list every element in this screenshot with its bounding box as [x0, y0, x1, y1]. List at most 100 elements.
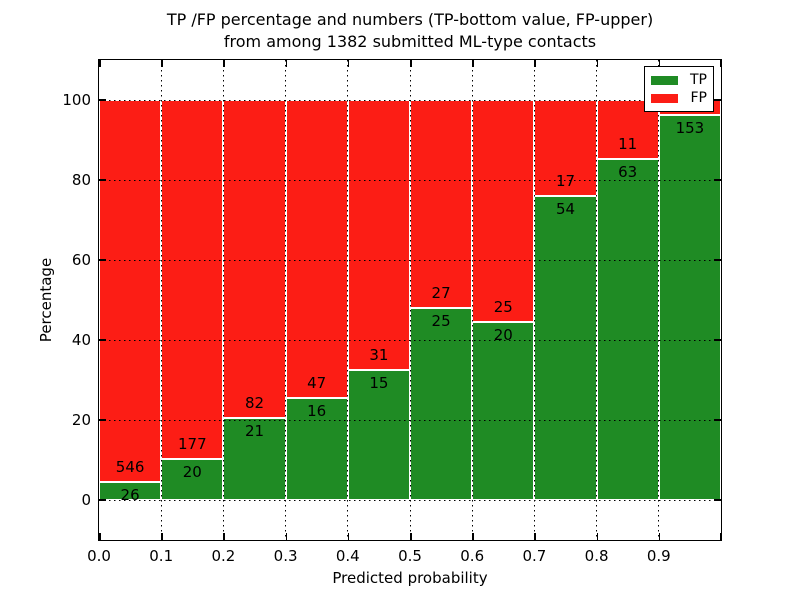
- x-tick-label: 0.1: [149, 547, 174, 565]
- y-tick-label: 20: [71, 411, 91, 429]
- y-tick-mark-right: [714, 179, 721, 181]
- tp-count-label: 26: [120, 485, 140, 504]
- bar-segment-fp: [223, 100, 286, 419]
- vertical-gridline: [596, 60, 598, 540]
- chart-title-line1: TP /FP percentage and numbers (TP-bottom…: [166, 10, 654, 29]
- tp-count-label: 15: [369, 373, 389, 392]
- y-tick-mark: [99, 499, 106, 501]
- fp-count-label: 17: [555, 171, 576, 190]
- x-tick-mark: [534, 533, 536, 540]
- vertical-gridline: [285, 60, 287, 540]
- tp-legend-swatch: [651, 75, 678, 85]
- vertical-gridline: [658, 60, 660, 540]
- vertical-gridline: [160, 60, 162, 540]
- legend-item-label: FP: [690, 90, 708, 106]
- x-tick-mark: [596, 533, 599, 540]
- x-tick-mark: [719, 533, 721, 540]
- x-tick-label: 0.0: [87, 547, 111, 565]
- x-tick-mark-top: [596, 60, 599, 67]
- x-tick-mark: [347, 533, 350, 540]
- fp-count-label: 177: [177, 435, 207, 454]
- bar-segment-fp: [161, 100, 224, 460]
- tp-count-label: 153: [675, 119, 705, 138]
- legend-item: FP: [651, 89, 707, 107]
- tp-count-label: 21: [244, 422, 265, 441]
- horizontal-gridline: [99, 420, 721, 421]
- horizontal-gridline: [99, 260, 721, 261]
- bar-segment-fp: [410, 100, 473, 308]
- x-tick-mark: [472, 533, 474, 540]
- legend-item-label: TP: [690, 72, 707, 88]
- bar-segment-tp: [99, 481, 162, 500]
- y-tick-mark-right: [714, 339, 721, 341]
- y-tick-mark: [99, 419, 106, 421]
- bar-segment-tp: [534, 195, 597, 500]
- horizontal-gridline: [99, 180, 721, 181]
- x-tick-mark: [658, 533, 661, 540]
- fp-count-label: 47: [307, 374, 327, 393]
- x-tick-label: 0.8: [584, 547, 609, 565]
- x-tick-mark-top: [472, 60, 474, 67]
- x-tick-label: 0.2: [211, 547, 236, 565]
- bar-segment-fp: [99, 100, 162, 482]
- tp-count-label: 25: [431, 311, 451, 330]
- fp-count-label: 546: [115, 457, 145, 476]
- x-tick-mark-top: [719, 60, 721, 67]
- fp-count-label: 82: [244, 394, 265, 413]
- x-tick-mark-top: [658, 60, 661, 67]
- x-tick-label: 0.9: [646, 547, 671, 565]
- x-tick-mark: [223, 533, 225, 540]
- x-tick-mark: [99, 533, 101, 540]
- chart-title-line2: from among 1382 submitted ML-type contac…: [223, 32, 597, 51]
- x-axis-label: Predicted probability: [332, 569, 488, 587]
- x-tick-mark-top: [285, 60, 288, 67]
- legend: TP FP: [644, 66, 714, 112]
- x-tick-mark-top: [223, 60, 225, 67]
- y-tick-label: 0: [81, 491, 91, 509]
- horizontal-gridline: [99, 100, 721, 101]
- bar-segment-fp: [347, 100, 410, 370]
- x-tick-label: 0.4: [335, 547, 360, 565]
- plot-area: 546 26 177 20 82 21 47 16 31 15 27 25 25 20 17 54 11 63 15…: [98, 59, 722, 541]
- y-tick-label: 100: [62, 91, 91, 109]
- y-tick-mark-right: [714, 99, 721, 101]
- y-tick-mark: [99, 179, 106, 181]
- y-tick-mark-right: [714, 259, 721, 261]
- bar-segment-tp: [285, 398, 348, 500]
- legend-item: TP: [651, 71, 707, 89]
- x-tick-mark-top: [534, 60, 536, 67]
- tp-count-label: 54: [555, 199, 576, 218]
- tp-count-label: 63: [618, 163, 638, 182]
- x-tick-mark-top: [99, 60, 101, 67]
- y-tick-label: 40: [71, 331, 91, 349]
- x-tick-label: 0.5: [398, 547, 422, 565]
- vertical-gridline: [409, 60, 411, 540]
- horizontal-gridline: [99, 340, 721, 341]
- y-tick-label: 80: [71, 171, 91, 189]
- bar-segment-tp: [596, 159, 659, 500]
- tp-count-label: 16: [307, 402, 327, 421]
- vertical-gridline: [533, 60, 535, 540]
- fp-count-label: 31: [369, 345, 389, 364]
- vertical-gridline: [347, 60, 349, 540]
- bar-segment-tp: [472, 322, 535, 500]
- y-tick-mark-right: [714, 419, 721, 421]
- bar-segment-tp: [161, 459, 224, 500]
- bar-segment-fp: [472, 100, 535, 323]
- horizontal-gridline: [99, 500, 721, 501]
- y-tick-mark: [99, 99, 106, 101]
- x-tick-label: 0.7: [522, 547, 547, 565]
- fp-count-label: 25: [493, 298, 513, 317]
- x-tick-mark-top: [161, 60, 163, 67]
- bar-segment-tp: [347, 369, 410, 500]
- vertical-gridline: [471, 60, 473, 540]
- x-tick-mark: [410, 533, 412, 540]
- x-tick-mark-top: [347, 60, 350, 67]
- tp-count-label: 20: [493, 326, 513, 345]
- x-tick-mark: [161, 533, 163, 540]
- vertical-gridline: [222, 60, 224, 540]
- tp-count-label: 20: [182, 463, 202, 482]
- bar-segment-tp: [410, 307, 473, 500]
- y-tick-mark: [99, 339, 106, 341]
